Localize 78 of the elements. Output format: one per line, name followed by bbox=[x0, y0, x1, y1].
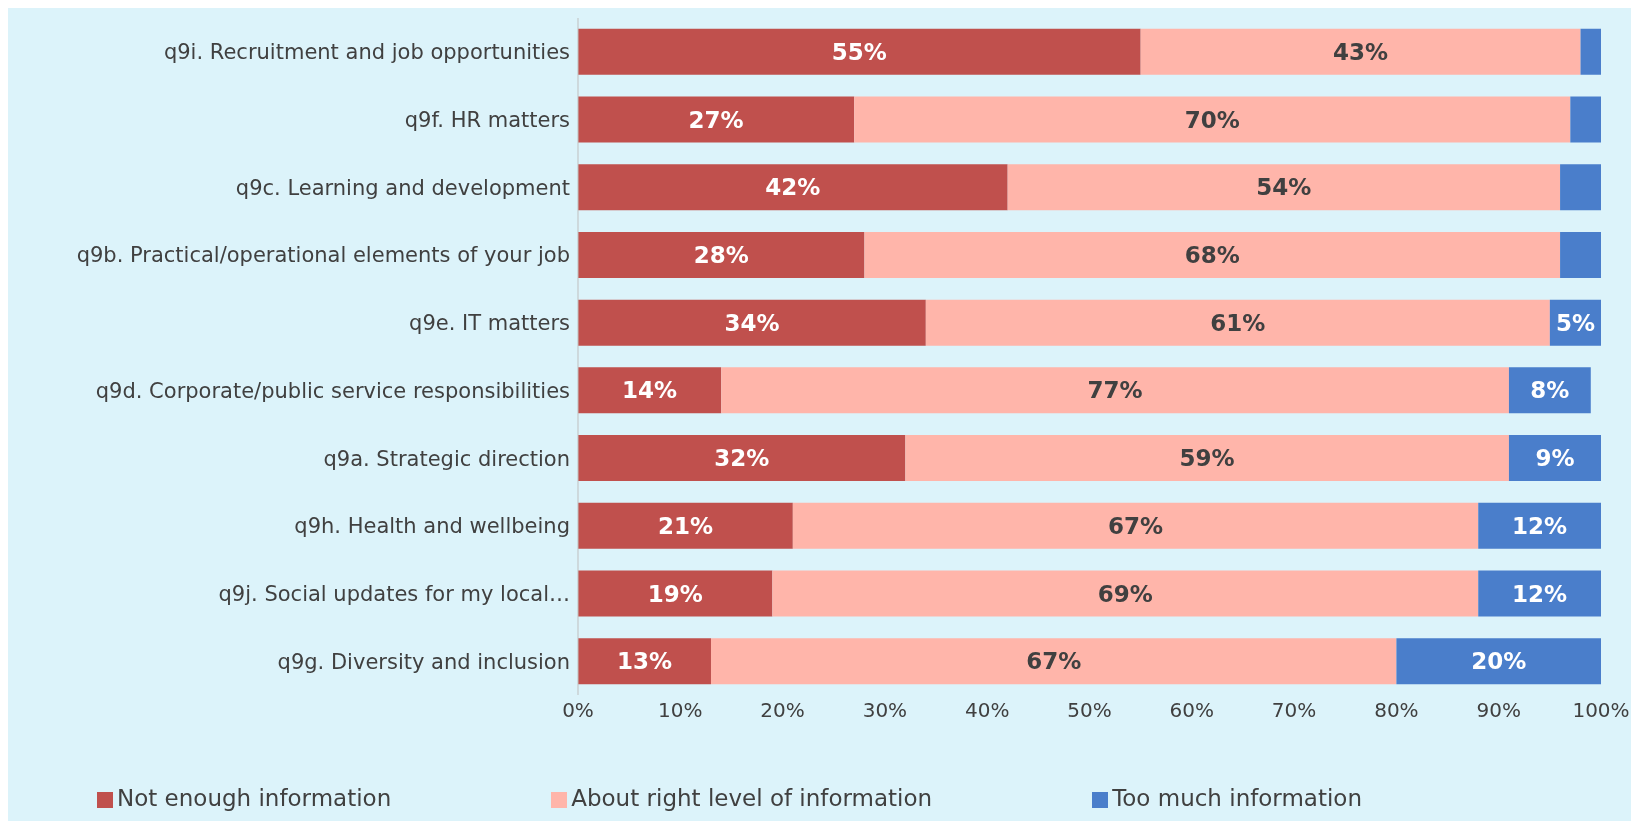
data-label: 59% bbox=[1179, 445, 1235, 472]
legend-label: About right level of information bbox=[571, 785, 933, 811]
x-tick-label: 20% bbox=[760, 698, 805, 723]
data-label: 20% bbox=[1471, 648, 1527, 675]
data-label: 32% bbox=[714, 445, 770, 472]
data-label: 27% bbox=[688, 106, 744, 133]
data-label: 19% bbox=[647, 580, 703, 607]
bar bbox=[1478, 502, 1601, 549]
bar bbox=[710, 638, 1397, 685]
bar bbox=[578, 367, 722, 414]
y-tick-label: q9a. Strategic direction bbox=[323, 446, 570, 471]
y-tick-label: q9c. Learning and development bbox=[235, 175, 570, 200]
bar bbox=[925, 299, 1550, 346]
bar bbox=[1508, 435, 1601, 482]
y-tick-label: q9b. Practical/operational elements of your job bbox=[76, 243, 570, 268]
y-tick-label: q9j. Social updates for my local… bbox=[218, 581, 570, 606]
data-label: 8% bbox=[1530, 377, 1570, 404]
legend-label: Not enough information bbox=[117, 785, 392, 811]
data-label: 69% bbox=[1097, 580, 1153, 607]
bar bbox=[1140, 28, 1581, 75]
bar bbox=[578, 231, 865, 278]
data-label: 61% bbox=[1210, 309, 1266, 336]
x-tick-label: 10% bbox=[658, 698, 703, 723]
bar bbox=[854, 96, 1571, 143]
bar bbox=[1560, 231, 1601, 278]
x-tick-label: 100% bbox=[1572, 698, 1630, 723]
bar bbox=[864, 231, 1561, 278]
bar bbox=[578, 164, 1008, 211]
bar bbox=[578, 96, 855, 143]
x-tick-label: 40% bbox=[964, 698, 1010, 723]
x-tick-label: 50% bbox=[1067, 698, 1112, 723]
bar bbox=[721, 367, 1509, 414]
data-label: 5% bbox=[1555, 309, 1595, 336]
x-tick-label: 30% bbox=[862, 698, 908, 723]
data-label: 68% bbox=[1184, 242, 1240, 269]
x-tick-label: 0% bbox=[562, 698, 594, 723]
bar bbox=[1396, 638, 1601, 685]
bar bbox=[772, 570, 1479, 617]
y-tick-label: q9g. Diversity and inclusion bbox=[277, 649, 570, 674]
data-label: 9% bbox=[1535, 445, 1575, 472]
data-label: 21% bbox=[657, 512, 713, 539]
data-label: 43% bbox=[1333, 39, 1389, 65]
data-label: 67% bbox=[1026, 648, 1082, 675]
data-label: 42% bbox=[765, 174, 821, 201]
x-tick-label: 70% bbox=[1271, 698, 1317, 723]
bar bbox=[578, 570, 773, 617]
bar bbox=[578, 435, 906, 482]
x-tick-label: 80% bbox=[1374, 698, 1419, 723]
data-label: 67% bbox=[1108, 512, 1164, 539]
data-label: 14% bbox=[622, 377, 678, 404]
bar bbox=[1570, 96, 1601, 143]
y-tick-label: q9f. HR matters bbox=[404, 108, 570, 133]
bar bbox=[905, 435, 1509, 482]
bar bbox=[578, 502, 793, 549]
data-label: 28% bbox=[693, 242, 749, 269]
y-tick-label: q9h. Health and wellbeing bbox=[294, 514, 570, 539]
y-tick-label: q9i. Recruitment and job opportunities bbox=[163, 40, 570, 65]
data-label: 55% bbox=[831, 39, 887, 65]
bar bbox=[578, 638, 711, 685]
data-label: 12% bbox=[1512, 580, 1568, 607]
bar bbox=[792, 502, 1479, 549]
x-tick-label: 90% bbox=[1476, 698, 1521, 723]
y-tick-label: q9e. IT matters bbox=[409, 311, 570, 336]
bar bbox=[578, 28, 1141, 75]
data-label: 54% bbox=[1256, 174, 1312, 201]
y-tick-label: q9d. Corporate/public service responsibilities bbox=[95, 378, 570, 403]
data-label: 70% bbox=[1184, 106, 1240, 133]
bar bbox=[1560, 164, 1601, 211]
bar bbox=[1580, 28, 1601, 75]
data-label: 12% bbox=[1512, 512, 1568, 539]
bar bbox=[1478, 570, 1601, 617]
data-label: 34% bbox=[724, 309, 780, 336]
bar bbox=[578, 299, 926, 346]
legend-label: Too much information bbox=[1112, 785, 1362, 811]
data-label: 77% bbox=[1087, 377, 1143, 404]
bar bbox=[1007, 164, 1561, 211]
x-tick-label: 60% bbox=[1169, 698, 1215, 723]
data-label: 13% bbox=[616, 648, 673, 675]
